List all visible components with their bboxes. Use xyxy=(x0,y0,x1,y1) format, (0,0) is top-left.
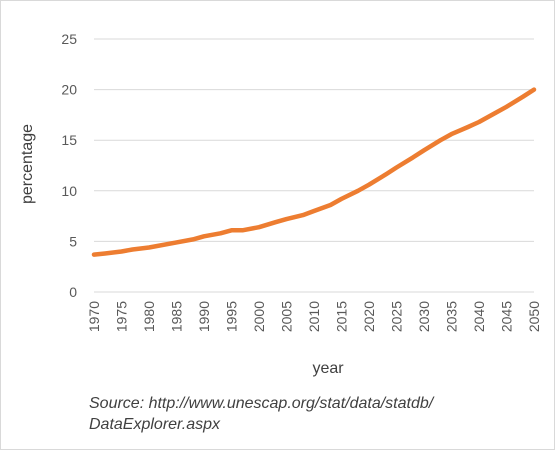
x-tick-label: 1995 xyxy=(224,301,240,332)
y-tick-labels: 0 5 10 15 20 25 xyxy=(61,31,77,300)
y-tick-label: 15 xyxy=(61,132,77,148)
source-line-2: DataExplorer.aspx xyxy=(89,416,221,433)
x-tick-label: 1985 xyxy=(169,301,185,332)
x-tick-label: 1970 xyxy=(86,301,102,332)
x-axis-title: year xyxy=(312,360,344,377)
x-tick-label: 2000 xyxy=(251,301,267,332)
x-tick-label: 2015 xyxy=(334,301,350,332)
source-line-1: Source: http://www.unescap.org/stat/data… xyxy=(89,395,434,412)
x-tick-label: 2010 xyxy=(306,301,322,332)
x-tick-label: 2020 xyxy=(361,301,377,332)
x-tick-label: 1990 xyxy=(196,301,212,332)
x-tick-label: 1975 xyxy=(114,301,130,332)
source-caption: Source: http://www.unescap.org/stat/data… xyxy=(89,393,529,435)
x-tick-label: 2030 xyxy=(416,301,432,332)
x-tick-label: 2005 xyxy=(279,301,295,332)
series-line-0 xyxy=(91,87,537,257)
x-tick-label: 1980 xyxy=(141,301,157,332)
x-tick-label: 2040 xyxy=(471,301,487,332)
y-tick-label: 10 xyxy=(61,183,77,199)
x-tick-label: 2050 xyxy=(526,301,542,332)
y-axis-title: percentage xyxy=(19,124,36,204)
x-tick-label: 2035 xyxy=(444,301,460,332)
y-tick-label: 5 xyxy=(69,233,77,249)
series-lines xyxy=(91,87,537,257)
y-tick-label: 20 xyxy=(61,82,77,98)
gridlines xyxy=(94,38,534,293)
y-tick-label: 0 xyxy=(69,284,77,300)
x-tick-label: 2045 xyxy=(499,301,515,332)
x-tick-labels: 1970 1975 1980 1985 1990 1995 2000 2005 2010 2015… xyxy=(86,301,542,332)
x-tick-label: 2025 xyxy=(389,301,405,332)
y-tick-label: 25 xyxy=(61,31,77,47)
